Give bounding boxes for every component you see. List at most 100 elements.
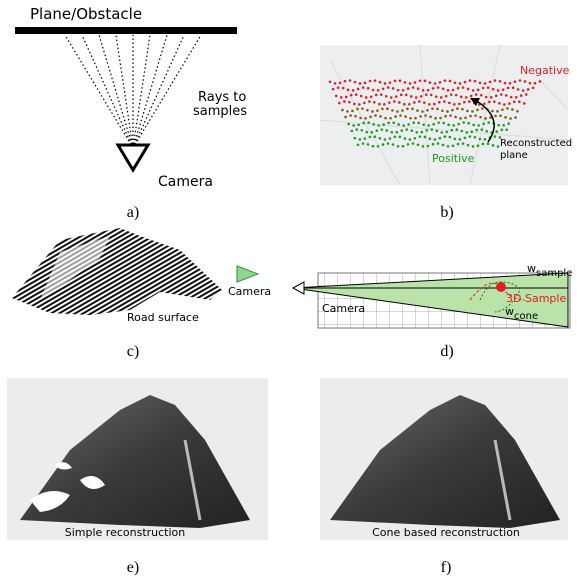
sample-point xyxy=(497,124,500,127)
sample-point xyxy=(491,110,494,113)
sample-label: 3D Sample xyxy=(506,292,566,305)
sample-point xyxy=(387,86,390,89)
sample-point xyxy=(461,108,464,111)
sample-point xyxy=(409,117,412,120)
sample-point xyxy=(496,282,506,292)
sample-point xyxy=(412,142,415,145)
sample-point xyxy=(434,82,437,85)
sample-point xyxy=(442,87,445,90)
sample-point xyxy=(393,100,396,103)
caption: f) xyxy=(441,559,452,576)
sample-point xyxy=(437,142,440,145)
panel-label: Cone based reconstruction xyxy=(372,526,520,539)
sample-point xyxy=(431,107,434,110)
sample-point xyxy=(457,87,460,90)
sample-point xyxy=(504,116,507,119)
sample-point xyxy=(449,136,452,139)
sample-point xyxy=(484,117,487,120)
sample-point xyxy=(499,80,502,83)
sample-point xyxy=(421,110,424,113)
panel-e: Simple reconstruction e) xyxy=(7,378,268,576)
sample-point xyxy=(426,109,429,112)
sample-point xyxy=(494,79,497,82)
sample-point xyxy=(459,117,462,120)
sample-point xyxy=(440,96,443,99)
sample-point xyxy=(402,145,405,148)
sample-point xyxy=(517,88,520,91)
sample-point xyxy=(404,115,407,118)
sample-point xyxy=(433,103,436,106)
sample-point xyxy=(484,138,487,141)
sample-point xyxy=(399,79,402,82)
sample-point xyxy=(446,110,449,113)
sample-point xyxy=(369,80,372,83)
sample-point xyxy=(525,93,528,96)
sample-point xyxy=(467,88,470,91)
sample-point xyxy=(445,95,448,98)
sample-point xyxy=(427,145,430,148)
sample-point xyxy=(374,114,377,117)
sample-point xyxy=(479,138,482,141)
sample-point xyxy=(337,86,340,89)
sample-point xyxy=(523,102,526,105)
symbol: w xyxy=(527,262,536,275)
sample-point xyxy=(506,107,509,110)
sample-point xyxy=(363,102,366,105)
sample-point xyxy=(435,95,438,98)
sample-point xyxy=(382,123,385,126)
sample-point xyxy=(498,102,501,105)
sample-point xyxy=(497,145,500,148)
sample-point xyxy=(367,121,370,124)
sample-point xyxy=(409,82,412,85)
sample-point xyxy=(422,123,425,126)
sample-point xyxy=(390,131,393,134)
sample-point xyxy=(370,131,373,134)
sample-point xyxy=(365,131,368,134)
sample-point xyxy=(472,145,475,148)
sample-point xyxy=(464,117,467,120)
sample-point xyxy=(472,124,475,127)
sample-point xyxy=(514,116,517,119)
sample-point xyxy=(452,124,455,127)
panel-d: Camera wsample 3D Sample wcone d) xyxy=(293,262,572,360)
sample-point xyxy=(417,87,420,90)
sample-point xyxy=(514,80,517,83)
sample-point xyxy=(379,115,382,118)
sample-point xyxy=(462,121,465,124)
sample-point xyxy=(398,101,401,104)
sample-point xyxy=(385,95,388,98)
sample-point xyxy=(351,110,354,113)
rays-label: samples xyxy=(193,104,247,119)
sample-point xyxy=(467,144,470,147)
sample-point xyxy=(524,80,527,83)
camera-label: Camera xyxy=(322,302,365,315)
sample-point xyxy=(430,128,433,131)
sample-point xyxy=(452,145,455,148)
sample-point xyxy=(463,101,466,104)
figure: Plane/Obstacle Rays to samples Camera a)… xyxy=(0,0,577,576)
sample-point xyxy=(349,79,352,82)
sample-point xyxy=(423,101,426,104)
sample-point xyxy=(377,124,380,127)
sample-point xyxy=(399,136,402,139)
sample-point xyxy=(341,109,344,112)
sample-point xyxy=(432,143,435,146)
sample-point xyxy=(450,93,453,96)
sample-point xyxy=(444,115,447,118)
sample-point xyxy=(383,103,386,106)
sample-point xyxy=(532,86,535,89)
sample-point xyxy=(468,100,471,103)
sample-point xyxy=(447,145,450,148)
sample-point xyxy=(374,135,377,138)
sample-point xyxy=(492,88,495,91)
sample-point xyxy=(420,131,423,134)
sample-point xyxy=(460,96,463,99)
sample-point xyxy=(485,96,488,99)
sample-point xyxy=(429,115,432,118)
sample-point xyxy=(391,109,394,112)
ray xyxy=(65,35,133,148)
ray xyxy=(133,35,184,148)
sample-point xyxy=(509,82,512,85)
sample-point xyxy=(347,123,350,126)
sample-point xyxy=(334,82,337,85)
